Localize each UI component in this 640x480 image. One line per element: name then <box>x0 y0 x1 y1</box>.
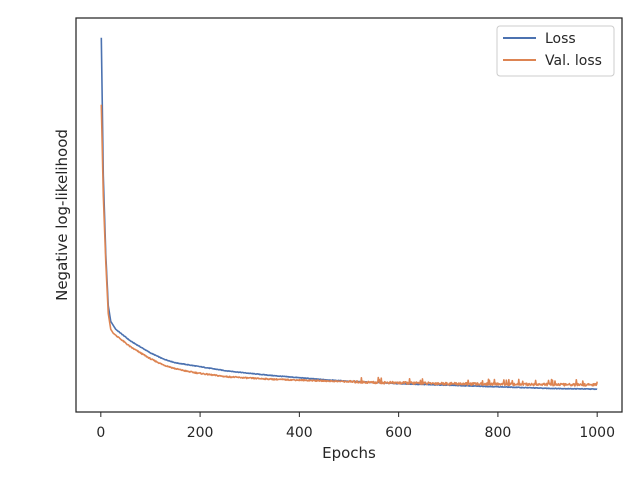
x-axis-label: Epochs <box>322 444 376 462</box>
plot-frame <box>75 17 623 413</box>
x-tick-label: 1000 <box>579 425 615 441</box>
y-axis-label: Negative log-likelihood <box>53 129 71 301</box>
series-layer <box>100 37 598 391</box>
x-axis-ticks: 0 200 400 600 800 1000 <box>96 412 615 441</box>
x-tick-label: 800 <box>485 425 512 441</box>
legend: Loss Val. loss <box>496 25 615 77</box>
legend-label-val-loss: Val. loss <box>545 53 602 69</box>
x-tick-label: 0 <box>96 425 105 441</box>
x-tick-label: 200 <box>187 425 214 441</box>
x-tick-label: 600 <box>385 425 412 441</box>
series-line-val-loss <box>100 104 598 387</box>
legend-label-loss: Loss <box>545 31 576 47</box>
x-tick-label: 400 <box>286 425 313 441</box>
